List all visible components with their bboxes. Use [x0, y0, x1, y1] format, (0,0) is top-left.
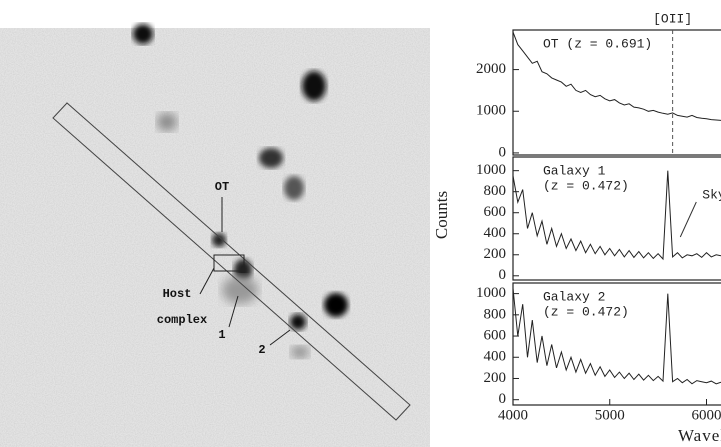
y-tick-label: 800	[484, 183, 507, 199]
image-label: 2	[258, 343, 265, 357]
panel-frame	[512, 282, 721, 406]
y-tick-label: 1000	[476, 103, 506, 119]
x-tick-label: 6000	[691, 407, 721, 423]
y-axis-label: Counts	[432, 191, 451, 239]
image-label: 1	[218, 328, 225, 342]
marker-label: [OII]	[653, 11, 692, 26]
y-tick-label: 600	[484, 204, 507, 220]
y-tick-label: 800	[484, 306, 507, 322]
x-axis-label: Wavelength	[678, 426, 721, 445]
spectrum-line	[512, 31, 721, 121]
panel-label: Galaxy 1	[543, 163, 606, 178]
x-tick-label: 5000	[595, 407, 625, 423]
y-tick-label: 1000	[476, 162, 506, 178]
y-tick-label: 200	[484, 370, 507, 386]
marker-label: Sky	[702, 187, 721, 202]
y-tick-label: 0	[499, 144, 507, 160]
panel-label: Galaxy 2	[543, 289, 605, 304]
image-label: OT	[215, 180, 229, 194]
image-label: Host	[163, 287, 192, 301]
y-tick-label: 2000	[476, 61, 506, 77]
image-label: complex	[157, 313, 207, 327]
y-tick-label: 1000	[476, 285, 506, 301]
panel-label: (z = 0.472)	[543, 304, 629, 319]
y-tick-label: 200	[484, 246, 507, 262]
panel-label: (z = 0.472)	[543, 178, 629, 193]
panel-label: OT (z = 0.691)	[543, 36, 652, 51]
y-tick-label: 400	[484, 349, 507, 365]
spectrum-line	[512, 288, 721, 385]
spectrum-line	[512, 170, 721, 261]
panel-frame	[512, 29, 721, 156]
x-tick-label: 4000	[498, 407, 528, 423]
y-tick-label: 600	[484, 327, 507, 343]
y-tick-label: 400	[484, 225, 507, 241]
sky-image: OT Host complex 1 2	[0, 24, 430, 447]
y-tick-label: 0	[499, 267, 507, 283]
panel-frame	[512, 156, 721, 281]
y-tick-label: 0	[499, 391, 507, 407]
marker-line	[679, 201, 697, 238]
